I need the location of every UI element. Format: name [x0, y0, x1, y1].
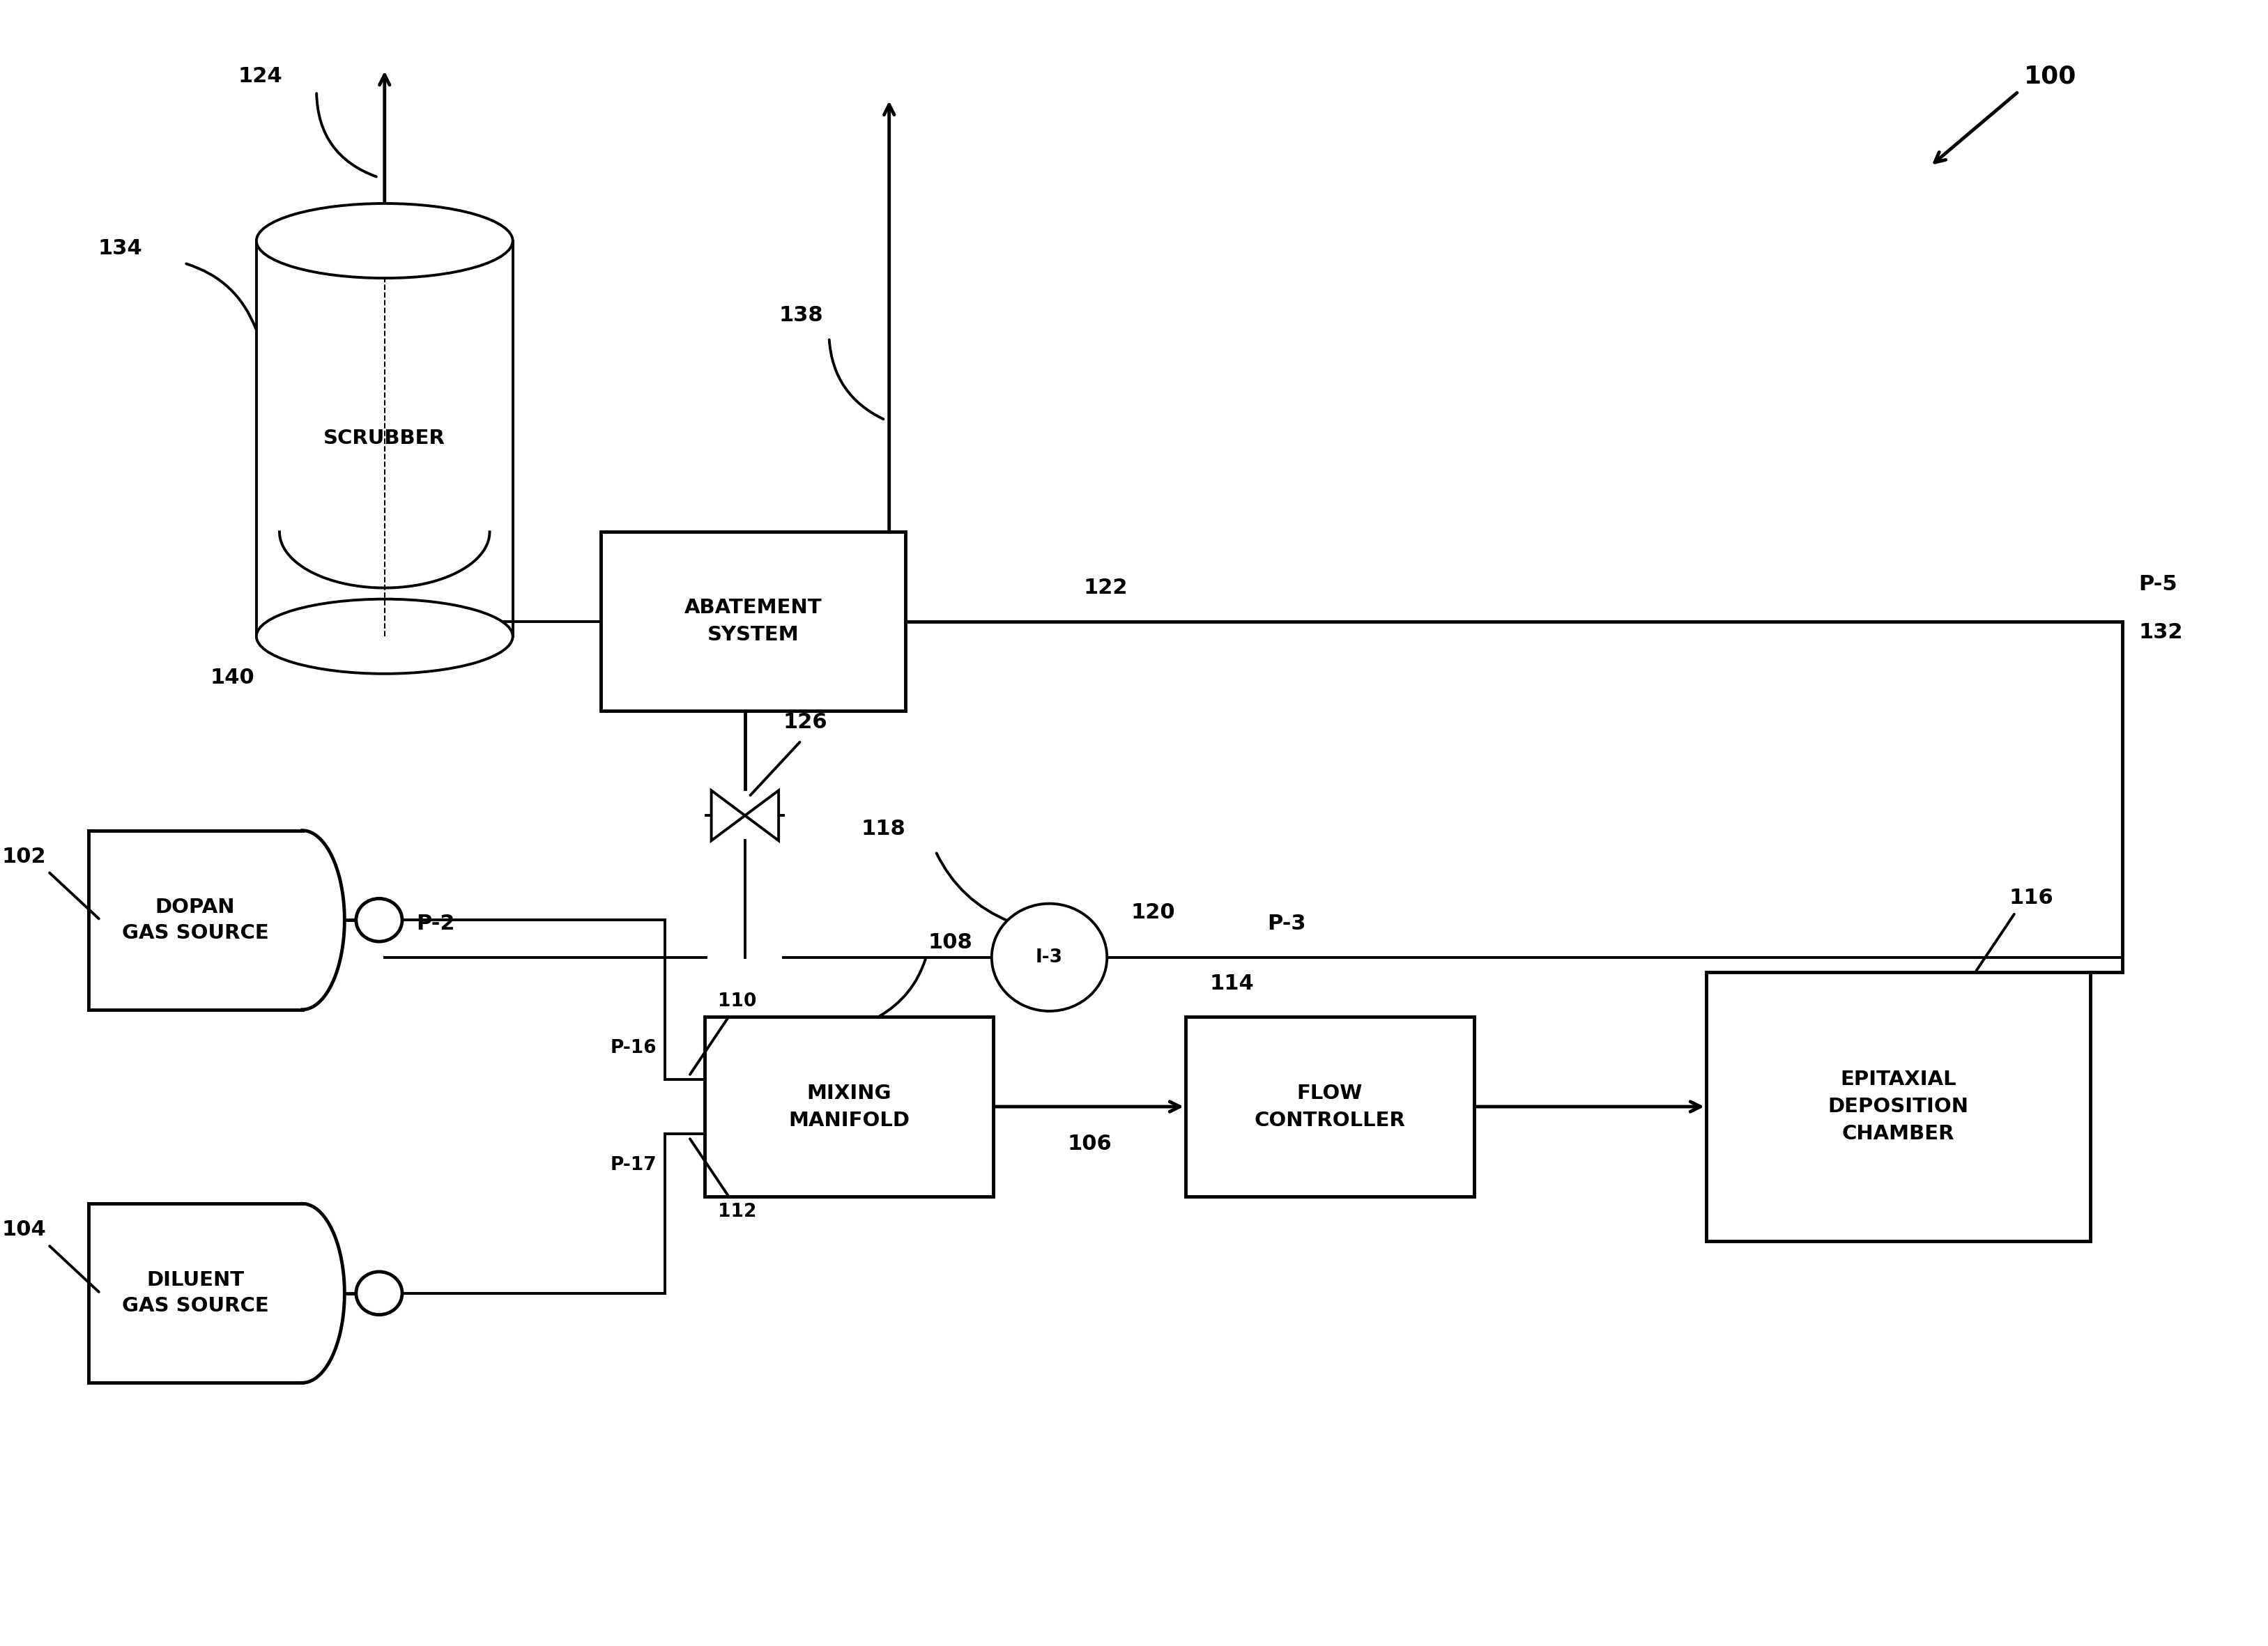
Text: FLOW
CONTROLLER: FLOW CONTROLLER — [1254, 1083, 1404, 1131]
Text: 132: 132 — [2139, 622, 2182, 644]
Text: 108: 108 — [928, 932, 973, 953]
Text: SCRUBBER: SCRUBBER — [324, 430, 445, 448]
Circle shape — [356, 1272, 401, 1315]
Text: P-2: P-2 — [417, 914, 456, 933]
Ellipse shape — [256, 204, 513, 278]
Circle shape — [991, 904, 1107, 1011]
Text: 116: 116 — [2009, 887, 2053, 907]
Text: EPITAXIAL
DEPOSITION
CHAMBER: EPITAXIAL DEPOSITION CHAMBER — [1828, 1070, 1969, 1144]
Bar — [1706, 973, 2089, 1241]
Text: DOPAN
GAS SOURCE: DOPAN GAS SOURCE — [122, 897, 268, 943]
Text: DILUENT
GAS SOURCE: DILUENT GAS SOURCE — [122, 1271, 268, 1315]
Text: 106: 106 — [1066, 1134, 1111, 1154]
Text: 120: 120 — [1132, 902, 1175, 923]
Text: P-16: P-16 — [610, 1039, 658, 1057]
Text: 124: 124 — [238, 66, 284, 87]
Bar — [601, 532, 905, 711]
Bar — [1186, 1017, 1474, 1197]
Text: P-17: P-17 — [610, 1155, 658, 1174]
Text: 112: 112 — [717, 1203, 755, 1221]
Bar — [705, 1017, 993, 1197]
Text: 118: 118 — [862, 818, 905, 839]
Text: 114: 114 — [1209, 973, 1254, 994]
Text: 102: 102 — [2, 846, 45, 867]
Text: 140: 140 — [211, 667, 254, 688]
Text: 100: 100 — [2023, 64, 2075, 89]
Text: 122: 122 — [1082, 578, 1127, 597]
Text: P-5: P-5 — [2139, 574, 2177, 594]
Text: 138: 138 — [778, 305, 823, 326]
Text: MIXING
MANIFOLD: MIXING MANIFOLD — [789, 1083, 909, 1131]
Text: ABATEMENT
SYSTEM: ABATEMENT SYSTEM — [685, 597, 821, 645]
Polygon shape — [712, 790, 744, 841]
Polygon shape — [744, 790, 778, 841]
Circle shape — [356, 899, 401, 942]
Text: 134: 134 — [98, 239, 143, 258]
Text: I-3: I-3 — [1036, 948, 1064, 966]
Ellipse shape — [256, 599, 513, 673]
Text: P-3: P-3 — [1268, 914, 1306, 933]
Text: 126: 126 — [782, 713, 828, 732]
Text: 104: 104 — [2, 1220, 45, 1239]
Text: 110: 110 — [717, 993, 755, 1011]
